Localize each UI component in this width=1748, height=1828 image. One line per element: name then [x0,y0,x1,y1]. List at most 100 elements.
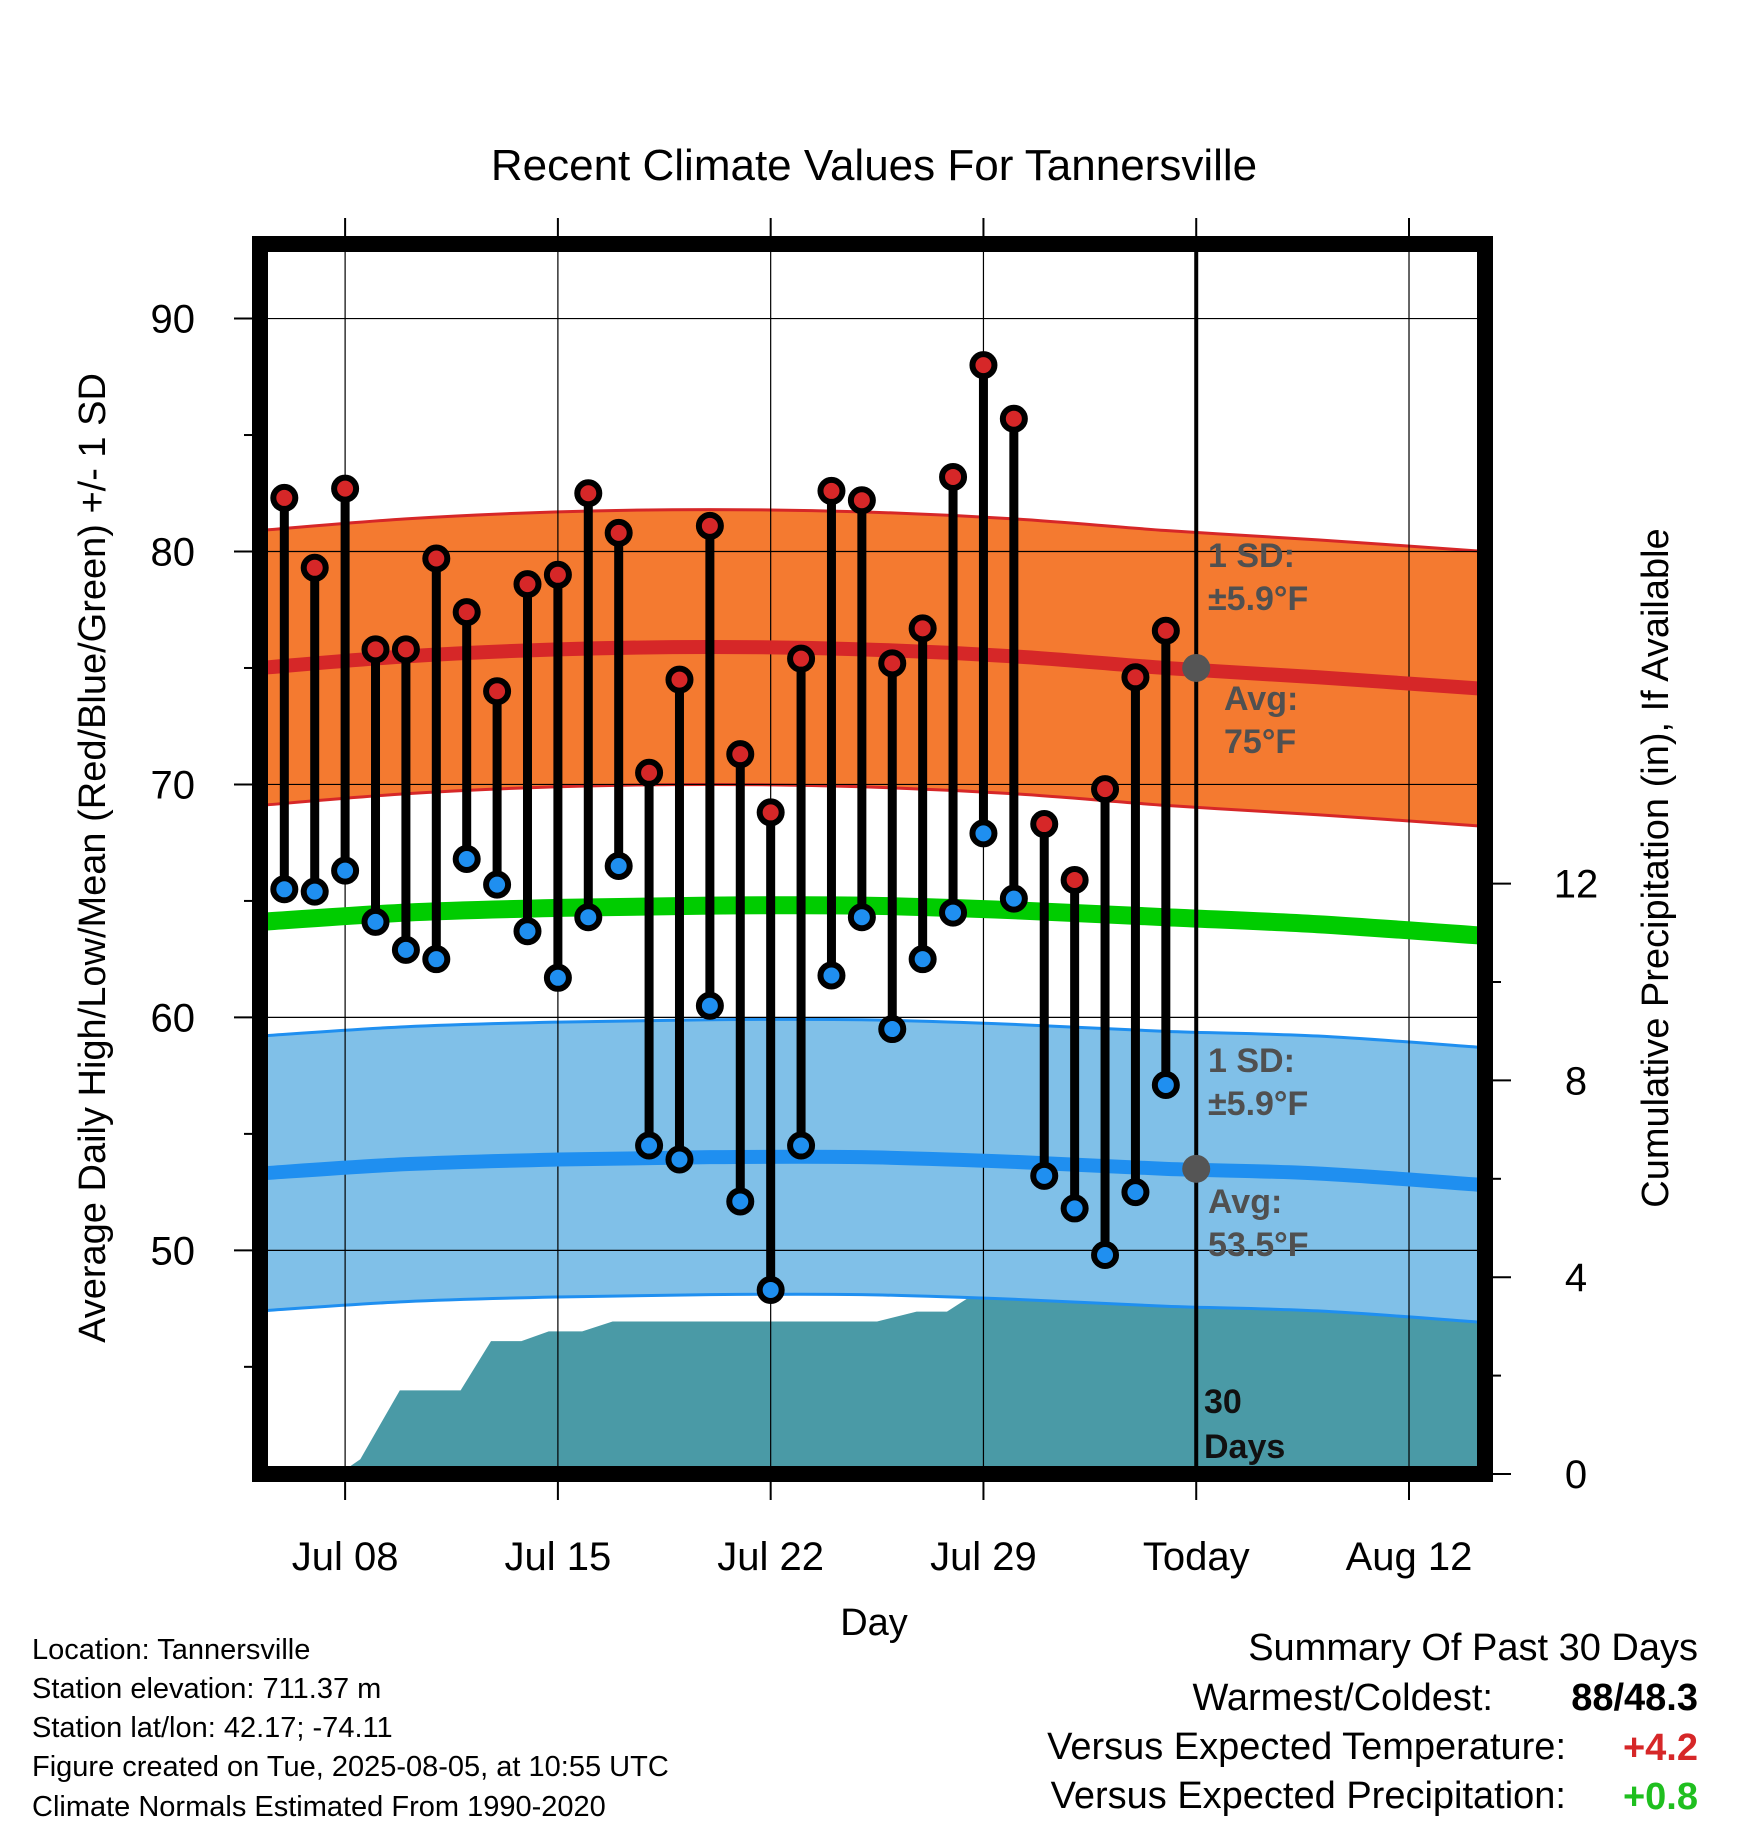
daily-low-point-27 [1060,1194,1089,1223]
plot-area: 1 SD: ±5.9°F Avg: 75°F 1 SD: ±5.9°F Avg: 53.5°F… [260,244,1485,1474]
low-sd-lower-edge [260,1292,1485,1325]
y-right-tick-label-0: 0 [1565,1453,1587,1497]
daily-high-point-2 [300,553,329,582]
y-left-tick-label-2: 70 [151,763,196,807]
y-left-tick-label-0: 50 [151,1229,196,1273]
daily-high-point-9 [513,570,542,599]
daily-low-point-25 [999,884,1028,913]
daily-high-point-11 [574,479,603,508]
y-axis-right-label: Cumulative Precipitation (in), If Availa… [1635,528,1677,1207]
y-right-tick-label-3: 12 [1554,863,1599,907]
normal-low-line [260,1149,1485,1193]
daily-high-point-12 [604,518,633,547]
daily-high-point-1 [270,483,299,512]
daily-low-point-20 [847,903,876,932]
summary-warmest-label: Warmest/Coldest: [1192,1677,1493,1719]
summary-temp-value: +4.2 [1623,1727,1698,1769]
daily-low-point-12 [604,851,633,880]
daily-low-point-11 [574,903,603,932]
high-sd-label-1: 1 SD: [1208,537,1295,575]
x-axis-label: Day [840,1602,908,1644]
daily-low-point-19 [817,961,846,990]
y-left-tick-label-3: 80 [151,531,196,575]
daily-low-point-9 [513,917,542,946]
daily-high-point-25 [999,404,1028,433]
daily-low-point-14 [665,1145,694,1174]
low-sd-band [260,1019,1485,1323]
info-elevation: Station elevation: 711.37 m [32,1673,381,1705]
daily-high-point-3 [331,474,360,503]
daily-high-point-27 [1060,865,1089,894]
x-tick-label-4: Today [1143,1535,1250,1579]
days-label-1: 30 [1204,1383,1242,1421]
y-left-tick-label-4: 90 [151,298,196,342]
summary-panel: Summary Of Past 30 Days Warmest/Coldest:… [1047,1627,1698,1818]
high-sd-label-2: ±5.9°F [1208,580,1308,618]
y-axis-left-label: Average Daily High/Low/Mean (Red/Blue/Gr… [72,373,114,1343]
daily-high-point-30 [1151,616,1180,645]
daily-low-point-28 [1091,1241,1120,1270]
summary-separator: / [1613,1677,1624,1719]
daily-low-point-22 [908,945,937,974]
high-avg-label-1: Avg: [1224,680,1298,718]
high-avg-label-2: 75°F [1224,723,1296,761]
x-tick-label-5: Aug 12 [1346,1535,1473,1579]
daily-high-point-18 [787,644,816,673]
summary-warmest-number: 88 [1571,1677,1613,1719]
daily-high-point-28 [1091,775,1120,804]
daily-low-point-10 [543,963,572,992]
daily-low-point-26 [1030,1161,1059,1190]
daily-high-point-14 [665,665,694,694]
y-right-tick-label-2: 8 [1565,1059,1587,1103]
daily-low-point-13 [635,1131,664,1160]
daily-high-point-17 [756,798,785,827]
daily-low-point-2 [300,877,329,906]
daily-high-point-23 [939,462,968,491]
info-normals: Climate Normals Estimated From 1990-2020 [32,1791,606,1823]
axes: Jul 08 Jul 15 Jul 22 Jul 29 Today Aug 12 50 60 7… [151,218,1599,1579]
daily-low-point-15 [695,991,724,1020]
summary-temp-label: Versus Expected Temperature: [1047,1726,1566,1768]
low-avg-label-1: Avg: [1208,1183,1282,1221]
daily-high-point-16 [726,740,755,769]
low-avg-label-2: 53.5°F [1208,1226,1309,1264]
daily-high-point-15 [695,511,724,540]
daily-low-point-5 [391,935,420,964]
info-location: Location: Tannersville [32,1634,310,1666]
daily-high-point-20 [847,486,876,515]
y-right-tick-label-1: 4 [1565,1256,1587,1300]
daily-high-point-19 [817,476,846,505]
summary-precip-label: Versus Expected Precipitation: [1051,1775,1566,1817]
low-sd-label-2: ±5.9°F [1208,1085,1308,1123]
daily-low-point-18 [787,1131,816,1160]
daily-high-point-7 [452,598,481,627]
daily-low-point-17 [756,1275,785,1304]
daily-high-point-8 [483,677,512,706]
low-sd-label-1: 1 SD: [1208,1042,1295,1080]
daily-high-point-10 [543,560,572,589]
daily-high-point-26 [1030,810,1059,839]
daily-high-point-21 [878,649,907,678]
daily-high-point-5 [391,635,420,664]
y-left-tick-label-1: 60 [151,996,196,1040]
daily-high-point-22 [908,614,937,643]
daily-high-point-13 [635,758,664,787]
daily-low-point-21 [878,1015,907,1044]
daily-low-point-3 [331,856,360,885]
daily-low-point-29 [1121,1178,1150,1207]
x-tick-label-3: Jul 29 [930,1535,1037,1579]
info-latlon: Station lat/lon: 42.17; -74.11 [32,1712,393,1744]
daily-low-point-7 [452,845,481,873]
plot-content: 1 SD: ±5.9°F Avg: 75°F 1 SD: ±5.9°F Avg: 53.5°F… [260,244,1485,1474]
today-high-normal-marker [1182,653,1211,682]
high-sd-band [260,509,1485,827]
x-tick-label-0: Jul 08 [292,1535,399,1579]
summary-warmest-value: 88/48.3 [1571,1677,1698,1719]
chart-title: Recent Climate Values For Tannersville [491,141,1257,190]
info-created: Figure created on Tue, 2025-08-05, at 10… [32,1751,669,1783]
daily-low-point-6 [422,945,451,974]
daily-high-point-24 [969,351,998,380]
daily-low-point-8 [483,870,512,899]
daily-low-point-24 [969,819,998,848]
